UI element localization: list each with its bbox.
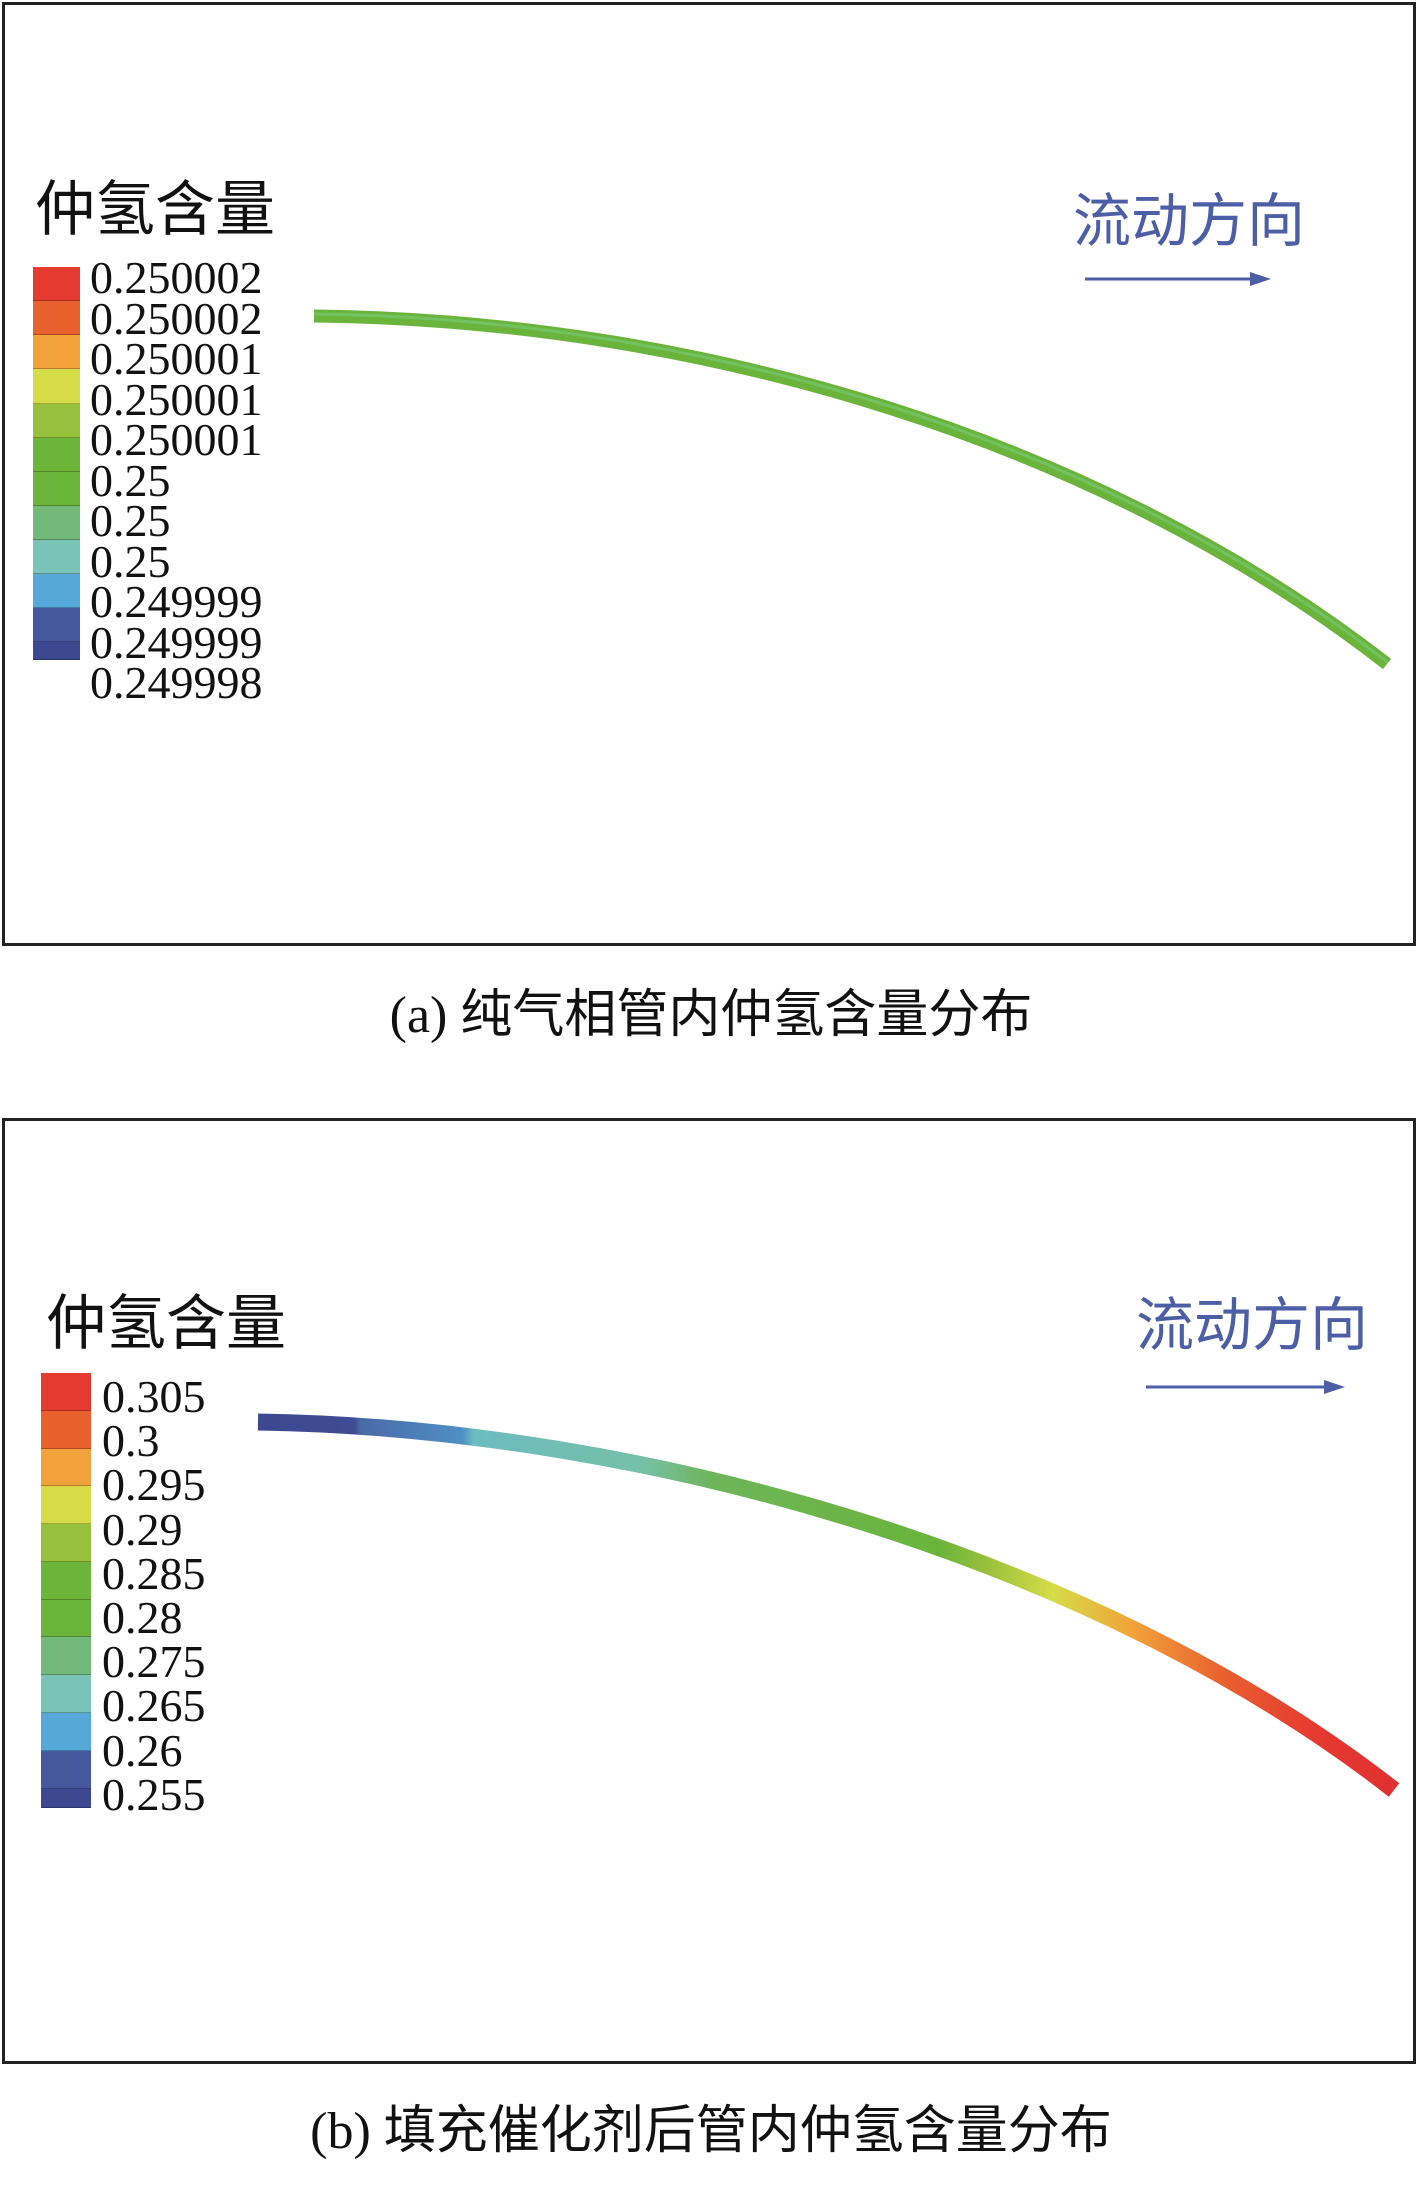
legend-label: 0.250001 <box>90 414 263 465</box>
legend-title-a: 仲氢含量 <box>35 177 275 243</box>
legend-label: 0.250002 <box>90 292 263 344</box>
legend-label: 0.3 <box>102 1415 160 1467</box>
legend-label: 0.28 <box>102 1591 183 1643</box>
pipe-b <box>257 1413 1400 1797</box>
legend-label: 0.249999 <box>90 616 263 668</box>
flow-arrow-b <box>1146 1380 1345 1394</box>
legend-label: 0.295 <box>102 1459 206 1511</box>
color-bar-b <box>41 1373 91 1808</box>
pipe-a <box>313 309 1391 670</box>
legend-label: 0.249998 <box>90 657 263 708</box>
legend-label: 0.29 <box>102 1503 183 1555</box>
color-bar-segment <box>33 608 80 643</box>
legend-label: 0.265 <box>102 1680 206 1732</box>
flow-direction-label-a: 流动方向 <box>1073 189 1306 254</box>
legend-label: 0.255 <box>102 1768 206 1820</box>
pipe-a-highlight <box>313 312 1388 664</box>
legend-label: 0.250001 <box>90 333 263 384</box>
color-bar-segment <box>41 1448 91 1487</box>
legend-label: 0.249999 <box>90 576 263 627</box>
legend-label: 0.285 <box>102 1547 206 1599</box>
color-bar-segment <box>33 505 80 540</box>
legend-label: 0.275 <box>102 1636 206 1688</box>
legend-label: 0.305 <box>102 1371 206 1422</box>
legend-labels-b: 0.305 0.3 0.295 0.29 0.285 0.28 0.275 0.265 0.26… <box>102 1371 206 1820</box>
color-bar-segment <box>33 437 80 472</box>
color-bar-segment <box>41 1788 91 1808</box>
color-bar-segment <box>41 1561 91 1600</box>
color-bar-segment <box>33 540 80 575</box>
color-bar-segment <box>33 267 80 302</box>
color-bar-segment <box>33 369 80 404</box>
color-bar-segment <box>33 335 80 370</box>
color-bar-a <box>33 267 80 660</box>
color-bar-segment <box>33 642 80 660</box>
caption-b: (b) 填充催化剂后管内仲氢含量分布 <box>310 2103 1112 2160</box>
color-bar-segment <box>33 471 80 506</box>
color-bar-segment <box>41 1599 91 1638</box>
color-bar-segment <box>41 1750 91 1789</box>
panel-a-pure-gas <box>2 2 1416 946</box>
color-bar-segment <box>41 1713 91 1751</box>
caption-a: (a) 纯气相管内仲氢含量分布 <box>389 987 1033 1044</box>
color-bar-segment <box>33 574 80 609</box>
legend-labels-a: 0.250002 0.250002 0.250001 0.250001 0.250001… <box>90 252 263 708</box>
color-bar-segment <box>41 1486 91 1525</box>
legend-label: 0.250002 <box>90 252 263 303</box>
legend-label: 0.25 <box>90 454 171 506</box>
legend-label: 0.25 <box>90 535 171 587</box>
color-bar-segment <box>33 403 80 438</box>
legend-label: 0.26 <box>102 1724 183 1776</box>
color-bar-segment <box>41 1524 91 1562</box>
color-bar-segment <box>41 1410 91 1449</box>
flow-arrow-a <box>1085 272 1271 286</box>
color-bar-segment <box>33 301 80 336</box>
flow-direction-label-b: 流动方向 <box>1136 1293 1369 1358</box>
legend-title-b: 仲氢含量 <box>46 1291 286 1357</box>
panel-b-catalyst <box>2 1118 1416 2064</box>
legend-label: 0.25 <box>90 495 171 546</box>
color-bar-segment <box>41 1637 91 1676</box>
legend-label: 0.250001 <box>90 373 263 425</box>
color-bar-segment <box>41 1675 91 1714</box>
color-bar-segment <box>41 1373 91 1411</box>
